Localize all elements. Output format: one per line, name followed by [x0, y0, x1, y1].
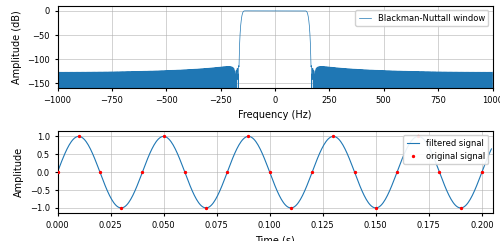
original signal	[436, 171, 442, 174]
Blackman-Nuttall window	[54, 71, 60, 74]
Blackman-Nuttall window	[346, 83, 352, 86]
original signal	[246, 135, 252, 138]
Blackman-Nuttall window	[490, 71, 496, 74]
X-axis label: Frequency (Hz): Frequency (Hz)	[238, 110, 312, 120]
filtered signal	[118, 207, 124, 209]
Legend: Blackman-Nuttall window: Blackman-Nuttall window	[355, 10, 488, 26]
filtered signal	[226, 165, 232, 168]
Blackman-Nuttall window	[218, 74, 224, 77]
filtered signal	[76, 135, 82, 138]
Blackman-Nuttall window	[323, 65, 329, 68]
original signal	[97, 171, 103, 174]
original signal	[373, 207, 379, 209]
filtered signal	[430, 154, 436, 157]
original signal	[182, 171, 188, 174]
original signal	[266, 171, 272, 174]
original signal	[203, 207, 209, 209]
original signal	[118, 207, 124, 209]
Line: Blackman-Nuttall window: Blackman-Nuttall window	[58, 11, 492, 88]
original signal	[458, 207, 464, 209]
Legend: filtered signal, original signal: filtered signal, original signal	[403, 135, 488, 164]
original signal	[479, 171, 485, 174]
original signal	[330, 135, 336, 138]
original signal	[309, 171, 315, 174]
original signal	[415, 135, 421, 138]
original signal	[76, 135, 82, 138]
original signal	[288, 207, 294, 209]
Line: original signal: original signal	[56, 134, 484, 210]
Y-axis label: Amplitude (dB): Amplitude (dB)	[12, 10, 22, 84]
filtered signal	[138, 176, 143, 179]
original signal	[352, 171, 358, 174]
original signal	[160, 135, 166, 138]
filtered signal	[54, 171, 60, 174]
filtered signal	[429, 152, 435, 155]
Blackman-Nuttall window	[402, 76, 408, 79]
original signal	[394, 171, 400, 174]
Line: filtered signal: filtered signal	[58, 136, 492, 208]
original signal	[54, 171, 60, 174]
original signal	[224, 171, 230, 174]
filtered signal	[488, 147, 494, 150]
Y-axis label: Amplitude: Amplitude	[14, 147, 24, 197]
filtered signal	[65, 145, 71, 148]
X-axis label: Time (s): Time (s)	[255, 235, 295, 241]
Blackman-Nuttall window	[76, 74, 82, 77]
filtered signal	[236, 144, 242, 147]
Blackman-Nuttall window	[55, 87, 61, 90]
Blackman-Nuttall window	[244, 9, 250, 12]
original signal	[140, 171, 145, 174]
Blackman-Nuttall window	[250, 9, 256, 12]
